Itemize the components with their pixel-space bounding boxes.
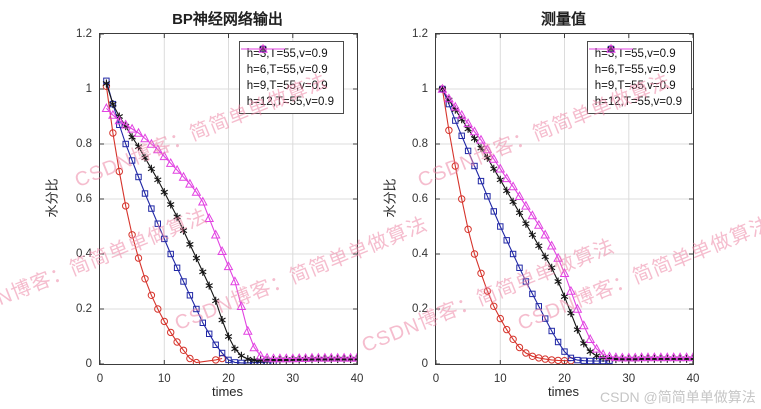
left-plot: BP神经网络输出 水分比 h=3,T=55,v=0.9 h=6,T=55,v=0.… (0, 0, 380, 409)
y-tick-label: 0.6 (412, 193, 428, 205)
legend-item: h=6,T=55,v=0.9 (588, 45, 682, 77)
legend-label: h=6,T=55,v=0.9 (246, 63, 328, 76)
y-tick-label: 0 (421, 358, 428, 370)
left-x-axis-label: times (211, 384, 244, 399)
legend-item: h=12,T=55,v=0.9 (588, 43, 682, 109)
y-tick-label: 1 (421, 83, 428, 95)
x-tick-label: 30 (286, 373, 300, 385)
legend-item: h=12,T=55,v=0.9 (240, 43, 334, 109)
legend-item: h=9,T=55,v=0.9 (588, 45, 682, 93)
x-tick-label: 30 (622, 373, 636, 385)
y-tick-label: 0.2 (76, 303, 92, 315)
y-tick-label: 0.8 (76, 138, 92, 150)
legend-triangle-sample (588, 43, 633, 53)
right-legend: h=3,T=55,v=0.9 h=6,T=55,v=0.9 h=9,T=55,v=0… (586, 41, 692, 114)
x-tick-label: 10 (493, 373, 507, 385)
right-y-axis-label: 水分比 (382, 178, 398, 218)
x-tick-label: 40 (350, 373, 364, 385)
legend-label: h=3,T=55,v=0.9 (594, 47, 676, 60)
y-tick-label: 1.2 (76, 28, 92, 40)
left-plot-title: BP神经网络输出 (172, 11, 283, 28)
y-tick-label: 0.8 (412, 138, 428, 150)
right-plot-title: 测量值 (540, 11, 586, 28)
legend-label: h=3,T=55,v=0.9 (246, 47, 328, 60)
y-tick-label: 0.6 (76, 193, 92, 205)
left-y-axis-label: 水分比 (44, 178, 60, 218)
y-tick-label: 0 (85, 358, 92, 370)
legend-label: h=9,T=55,v=0.9 (246, 79, 328, 92)
y-tick-label: 1 (85, 83, 92, 95)
legend-item: h=6,T=55,v=0.9 (240, 45, 334, 77)
y-tick-label: 0.4 (412, 248, 428, 260)
x-tick-label: 20 (558, 373, 571, 385)
right-x-axis-label: times (547, 384, 580, 399)
x-tick-label: 20 (222, 373, 235, 385)
right-plot: 测量值 水分比 h=3,T=55,v=0.9 h=6,T=55,v=0.9 h=9,… (380, 0, 760, 409)
y-tick-label: 1.2 (412, 28, 428, 40)
legend-label: h=12,T=55,v=0.9 (594, 95, 682, 108)
legend-label: h=9,T=55,v=0.9 (594, 79, 676, 92)
legend-item: h=9,T=55,v=0.9 (240, 45, 334, 93)
left-legend: h=3,T=55,v=0.9 h=6,T=55,v=0.9 h=9,T=55,v=0… (238, 41, 344, 114)
legend-triangle-sample (240, 43, 285, 53)
legend-label: h=12,T=55,v=0.9 (246, 95, 334, 108)
x-tick-label: 0 (96, 373, 104, 385)
right-axes: h=3,T=55,v=0.9 h=6,T=55,v=0.9 h=9,T=55,v=0… (412, 28, 699, 385)
x-tick-label: 40 (686, 373, 700, 385)
x-tick-label: 10 (157, 373, 171, 385)
left-axes: h=3,T=55,v=0.9 h=6,T=55,v=0.9 h=9,T=55,v=0… (76, 28, 363, 385)
y-tick-label: 0.4 (76, 248, 92, 260)
right-chart-canvas (436, 34, 693, 364)
x-tick-label: 0 (432, 373, 440, 385)
y-tick-label: 0.2 (412, 303, 428, 315)
legend-label: h=6,T=55,v=0.9 (594, 63, 676, 76)
